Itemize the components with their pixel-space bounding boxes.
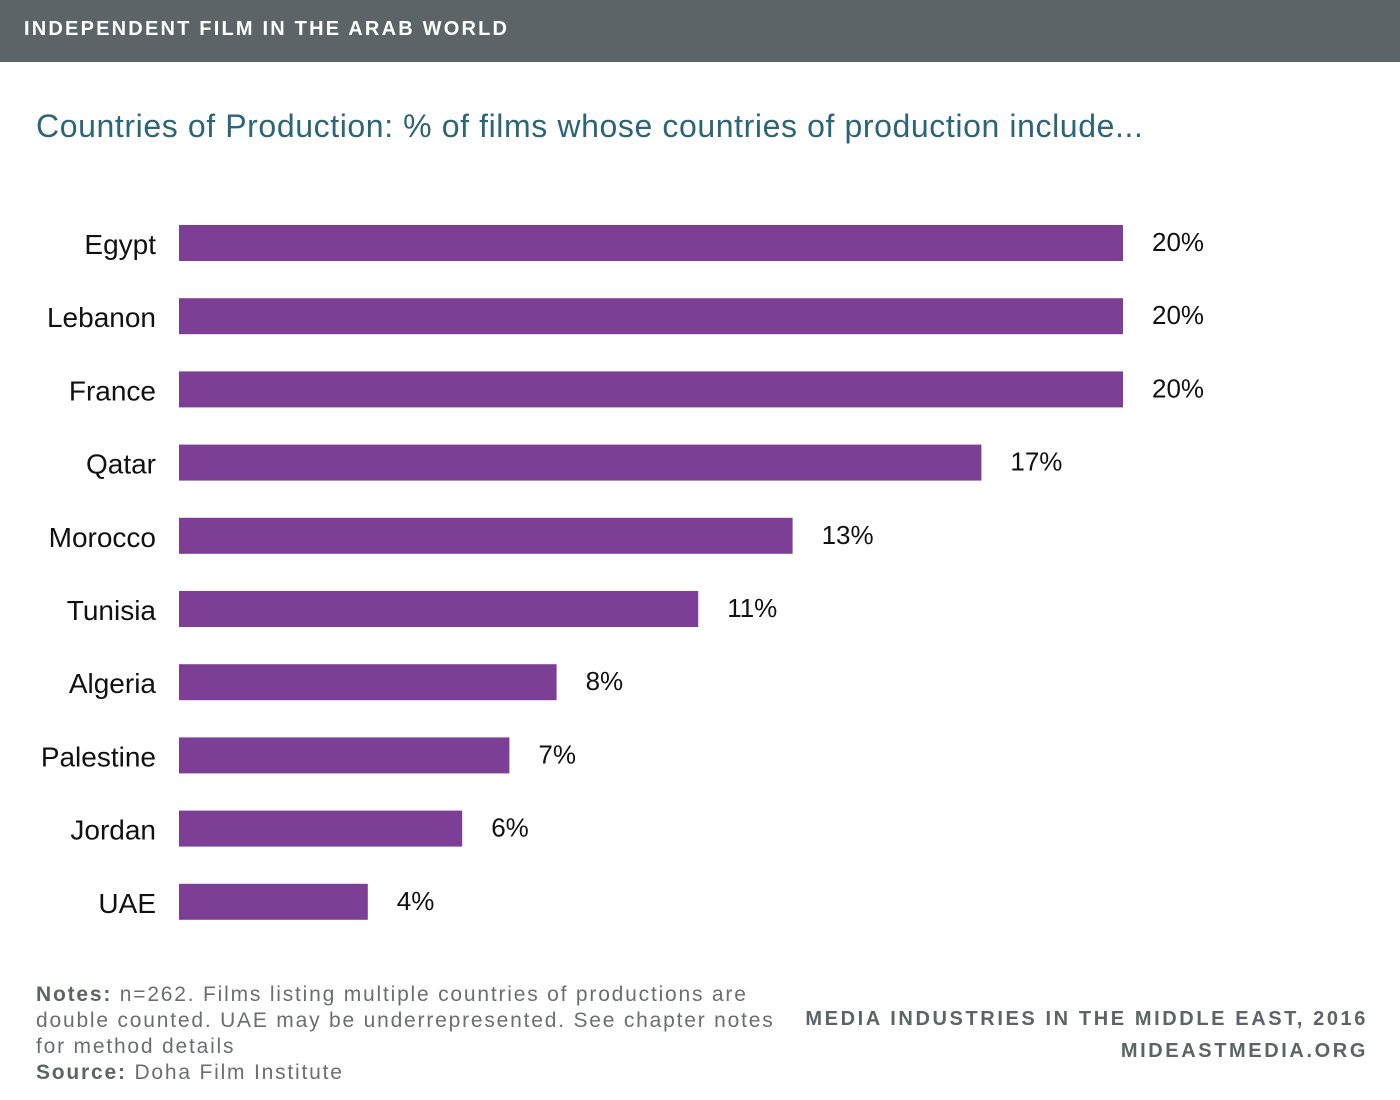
category-label: Egypt (84, 229, 156, 260)
bar (179, 225, 1123, 261)
value-label: 11% (727, 593, 777, 623)
credit-website: MIDEASTMEDIA.ORG (1120, 1040, 1368, 1062)
bar (179, 444, 982, 481)
category-label: UAE (98, 888, 156, 919)
footer-notes: Notes: n=262. Films listing multiple cou… (36, 982, 776, 1086)
category-label: Lebanon (47, 302, 156, 333)
bar (179, 591, 699, 627)
bar (179, 371, 1123, 408)
bar (179, 298, 1123, 335)
bar-chart: Egypt 20% Lebanon 20% France 20% Qatar 17% Moroc… (41, 225, 1204, 920)
value-label: 20% (1152, 227, 1204, 257)
bar (179, 737, 510, 774)
value-label: 7% (538, 739, 576, 769)
category-label: Algeria (69, 668, 157, 699)
bar (179, 883, 368, 920)
banner-title: INDEPENDENT FILM IN THE ARAB WORLD (24, 18, 510, 40)
category-label: Jordan (70, 815, 156, 846)
notes-text: n=262. Films listing multiple countries … (36, 983, 775, 1058)
category-label: Qatar (86, 449, 156, 480)
category-label: Palestine (41, 741, 156, 772)
chart-title: Countries of Production: % of films whos… (36, 108, 1144, 144)
credit-publication: MEDIA INDUSTRIES IN THE MIDDLE EAST, 201… (805, 1008, 1368, 1030)
value-label: 4% (397, 886, 435, 916)
category-label: Morocco (49, 522, 156, 553)
source-text: Doha Film Institute (134, 1061, 344, 1084)
notes-label: Notes: (36, 983, 113, 1006)
category-label: Tunisia (67, 595, 157, 626)
value-label: 8% (586, 666, 624, 696)
top-banner: INDEPENDENT FILM IN THE ARAB WORLD (0, 0, 1400, 62)
value-label: 13% (822, 520, 874, 550)
bar (179, 810, 463, 847)
value-label: 6% (491, 813, 529, 843)
category-label: France (69, 375, 156, 406)
value-label: 20% (1152, 373, 1204, 403)
bar (179, 517, 793, 554)
value-label: 17% (1010, 447, 1062, 477)
bar (179, 664, 557, 701)
value-label: 20% (1152, 300, 1204, 330)
source-label: Source: (36, 1061, 127, 1084)
